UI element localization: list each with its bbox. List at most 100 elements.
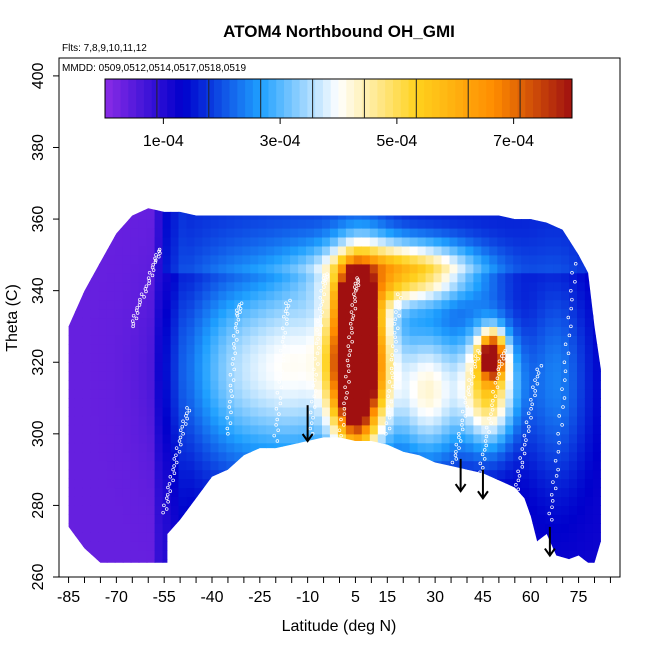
- heat-cell-266: [106, 496, 116, 506]
- heat-cell-871: [218, 469, 227, 480]
- heat-cell-857: [210, 210, 219, 220]
- heat-cell-1851: [401, 550, 411, 560]
- heat-cell-625: [170, 362, 180, 372]
- heat-cell-1556: [345, 496, 355, 506]
- heat-cell-1052: [250, 389, 259, 399]
- heat-cell-887: [218, 326, 227, 336]
- track-2-point: [320, 299, 325, 304]
- heat-cell-2938: [600, 442, 601, 453]
- heat-cell-2556: [529, 398, 538, 408]
- heat-cell-635: [170, 272, 180, 283]
- heat-cell-2183: [457, 272, 466, 283]
- heat-cell-1409: [314, 272, 323, 283]
- track-3-point: [356, 283, 361, 288]
- heat-cell-696: [186, 496, 196, 506]
- heat-cell-1744: [377, 353, 387, 363]
- heat-cell-1307: [298, 415, 307, 426]
- heat-cell-1951: [417, 424, 427, 435]
- heat-cell-687: [179, 192, 188, 202]
- heat-cell-366: [122, 371, 132, 381]
- heat-cell-1108: [258, 272, 267, 283]
- colorbar-swatch: [564, 79, 573, 118]
- heat-cell-1826: [393, 389, 403, 399]
- heat-cell-616: [170, 442, 180, 453]
- track-5-point: [460, 423, 464, 427]
- heat-cell-1427: [322, 496, 331, 506]
- heat-cell-2345: [489, 362, 498, 372]
- heat-cell-3040: [617, 300, 626, 310]
- track-0-point: [237, 303, 242, 307]
- heat-cell-704: [186, 424, 196, 435]
- track-1-point: [277, 364, 282, 368]
- heat-cell-1207: [282, 541, 291, 551]
- heat-cell-1340: [306, 505, 315, 515]
- heat-cell-1981: [425, 541, 435, 551]
- heat-cell-1258: [290, 469, 299, 480]
- heat-cell-1619: [353, 317, 363, 327]
- heat-cell-72: [68, 308, 76, 319]
- heat-cell-330: [114, 308, 124, 319]
- heat-cell-442: [138, 460, 148, 471]
- heat-cell-2415: [505, 505, 514, 515]
- heat-cell-1253: [290, 514, 299, 524]
- heat-cell-1235: [282, 290, 291, 301]
- heat-cell-727: [186, 219, 196, 229]
- heat-cell-1756: [377, 245, 387, 256]
- heat-cell-2321: [481, 192, 490, 202]
- track-2-point: [318, 314, 323, 319]
- heat-cell-36: [59, 246, 68, 256]
- heat-cell-2182: [457, 281, 466, 292]
- heat-cell-2349: [489, 326, 498, 336]
- heat-cell-1667: [361, 272, 371, 283]
- heat-cell-2328: [489, 514, 498, 524]
- x-tick-label: 45: [474, 589, 492, 606]
- heat-cell-924: [226, 380, 235, 390]
- heat-cell-1692: [369, 433, 379, 444]
- colorbar-tick-label: 7e-04: [493, 133, 534, 150]
- track-4-point: [397, 313, 401, 318]
- track-4-point: [394, 348, 398, 353]
- heat-cell-2433: [505, 344, 514, 354]
- heat-cell-1526: [337, 380, 347, 390]
- colorbar-swatch: [268, 79, 277, 118]
- heat-cell-2544: [529, 505, 538, 515]
- heat-cell-2679: [553, 451, 562, 462]
- track-7-point: [512, 492, 516, 496]
- heat-cell-864: [218, 532, 227, 542]
- heat-cell-2239: [473, 541, 482, 551]
- heat-cell-2825: [577, 299, 586, 310]
- heat-cell-781: [202, 505, 211, 515]
- heat-cell-1267: [290, 389, 299, 399]
- heat-cell-2325: [489, 541, 498, 551]
- heat-cell-2114: [449, 505, 459, 515]
- heat-cell-1672: [361, 228, 371, 238]
- heat-cell-2469: [513, 407, 522, 417]
- heat-cell-427: [130, 210, 140, 220]
- heat-cell-1243: [282, 219, 291, 229]
- heat-cell-2056: [433, 254, 443, 265]
- heat-cell-2560: [529, 362, 538, 372]
- heat-cell-2450: [505, 192, 514, 202]
- heat-cell-913: [226, 478, 235, 489]
- heat-cell-2377: [497, 460, 506, 471]
- heat-cell-2892: [592, 469, 601, 480]
- heat-cell-433: [138, 541, 148, 551]
- heat-cell-2610: [537, 299, 546, 310]
- heat-cell-2511: [521, 415, 530, 426]
- heat-cell-1414: [314, 228, 323, 238]
- heat-cell-1521: [337, 424, 347, 435]
- heat-cell-461: [138, 290, 148, 301]
- heat-cell-1457: [322, 228, 331, 238]
- heat-cell-2619: [537, 219, 546, 229]
- track-9-point: [138, 297, 142, 302]
- heat-cell-2568: [529, 290, 538, 301]
- x-axis: -85 -70 -55 -40 -25 -10 5 15 30 45 60 75: [57, 577, 611, 606]
- heat-cell-1100: [258, 344, 267, 354]
- heat-cell-674: [178, 308, 188, 319]
- heat-cell-814: [202, 210, 211, 220]
- heat-cell-2899: [592, 407, 601, 417]
- heat-cell-2023: [433, 550, 443, 560]
- heat-cell-2149: [450, 192, 459, 202]
- track-1-point: [277, 412, 281, 416]
- heat-cell-93: [74, 505, 84, 515]
